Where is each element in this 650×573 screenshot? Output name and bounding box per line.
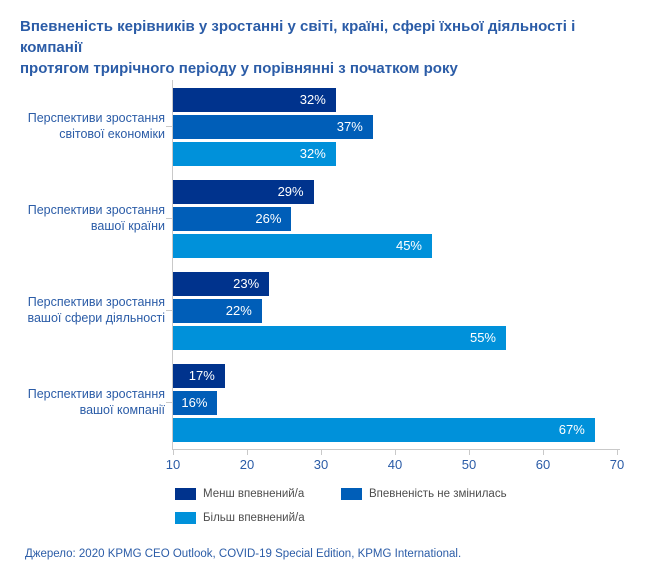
- bar: 32%: [173, 142, 336, 166]
- bar: 67%: [173, 418, 595, 442]
- bar-value-label: 17%: [188, 368, 215, 383]
- bar: 17%: [173, 364, 225, 388]
- bar-value-label: 23%: [233, 276, 260, 291]
- bar-value-label: 29%: [277, 184, 304, 199]
- axis-tick-mark: [543, 449, 544, 455]
- bar: 37%: [173, 115, 373, 139]
- legend-label: Менш впевнений/а: [203, 488, 305, 500]
- chart-legend: Менш впевнений/а Впевненість не змінилась…: [0, 480, 650, 530]
- bar-chart-plot-area: Перспективи зростання світової економіки…: [27, 80, 625, 472]
- axis-tick-label: 10: [165, 457, 181, 472]
- bar-value-label: 55%: [469, 330, 496, 345]
- axis-tick-label: 70: [609, 457, 625, 472]
- bar-value-label: 67%: [558, 422, 585, 437]
- category-tick-dash: [166, 126, 173, 127]
- category-label: Перспективи зростання вашої країни: [27, 203, 165, 233]
- category-label: Перспективи зростання світової економіки: [27, 111, 165, 141]
- bar: 22%: [173, 299, 262, 323]
- x-axis-line: [172, 449, 620, 450]
- category-tick-dash: [166, 402, 173, 403]
- axis-tick-mark: [617, 449, 618, 455]
- bar: 29%: [173, 180, 314, 204]
- axis-tick-mark: [247, 449, 248, 455]
- legend-swatch: [175, 488, 196, 500]
- chart-title: Впевненість керівників у зростанні у сві…: [20, 18, 576, 77]
- axis-tick-label: 40: [387, 457, 403, 472]
- bar: 32%: [173, 88, 336, 112]
- axis-tick-mark: [395, 449, 396, 455]
- bar-value-label: 45%: [395, 238, 422, 253]
- bar: 26%: [173, 207, 292, 231]
- y-axis-line: [172, 80, 173, 450]
- axis-tick-label: 30: [313, 457, 329, 472]
- axis-tick-label: 20: [239, 457, 255, 472]
- bar: 16%: [173, 391, 218, 415]
- legend-label: Впевненість не змінилась: [369, 488, 507, 500]
- bar: 23%: [173, 272, 270, 296]
- axis-tick-mark: [469, 449, 470, 455]
- category-tick-dash: [166, 310, 173, 311]
- axis-tick-mark: [173, 449, 174, 455]
- bar-value-label: 22%: [225, 303, 252, 318]
- bar-value-label: 32%: [299, 92, 326, 107]
- bar: 45%: [173, 234, 432, 258]
- axis-tick-mark: [321, 449, 322, 455]
- category-tick-dash: [166, 218, 173, 219]
- bar-value-label: 26%: [255, 211, 282, 226]
- axis-tick-label: 50: [461, 457, 477, 472]
- category-label: Перспективи зростання вашої компанії: [27, 387, 165, 417]
- legend-swatch: [341, 488, 362, 500]
- axis-tick-label: 60: [535, 457, 551, 472]
- legend-label: Більш впевнений/а: [203, 512, 305, 524]
- bar-value-label: 37%: [336, 119, 363, 134]
- bar-value-label: 16%: [181, 395, 208, 410]
- source-note: Джерело: 2020 KPMG CEO Outlook, COVID-19…: [25, 548, 462, 560]
- legend-swatch: [175, 512, 196, 524]
- bar-value-label: 32%: [299, 146, 326, 161]
- category-label: Перспективи зростання вашої сфери діяльн…: [27, 295, 165, 325]
- bar: 55%: [173, 326, 506, 350]
